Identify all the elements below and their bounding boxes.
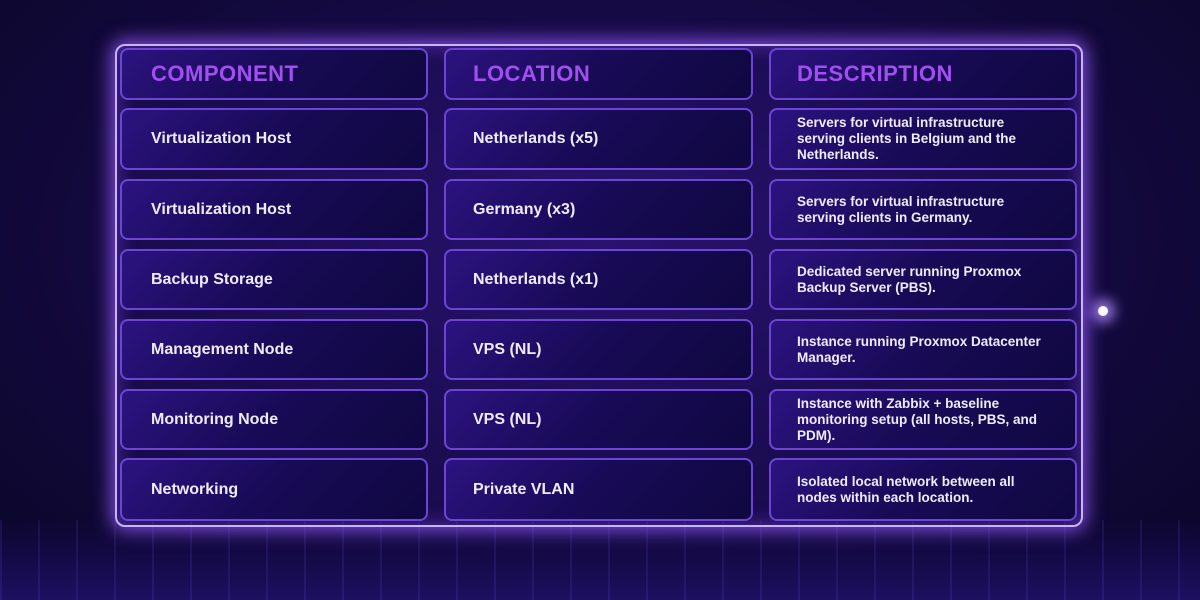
circuit-floor-decoration [0, 520, 1200, 600]
table-cell-location: Germany (x3) [444, 179, 753, 240]
table-cell-location: VPS (NL) [444, 389, 753, 450]
table-cell-description: Instance with Zabbix + baseline monitori… [769, 389, 1077, 450]
table-cell-description: Instance running Proxmox Datacenter Mana… [769, 319, 1077, 380]
header-component: COMPONENT [120, 48, 428, 100]
table-cell-component: Virtualization Host [120, 108, 428, 170]
table-cell-description: Dedicated server running Proxmox Backup … [769, 249, 1077, 310]
table-cell-description: Isolated local network between all nodes… [769, 458, 1077, 521]
header-location: LOCATION [444, 48, 753, 100]
table-cell-location: Private VLAN [444, 458, 753, 521]
table-cell-location: VPS (NL) [444, 319, 753, 380]
table-cell-description: Servers for virtual infrastructure servi… [769, 179, 1077, 240]
table-cell-location: Netherlands (x5) [444, 108, 753, 170]
table-cell-description: Servers for virtual infrastructure servi… [769, 108, 1077, 170]
light-flare-decoration [1098, 306, 1108, 316]
table-cell-component: Monitoring Node [120, 389, 428, 450]
table-cell-component: Networking [120, 458, 428, 521]
table-cell-component: Virtualization Host [120, 179, 428, 240]
header-description: DESCRIPTION [769, 48, 1077, 100]
table-cell-component: Backup Storage [120, 249, 428, 310]
table-cell-component: Management Node [120, 319, 428, 380]
table-cell-location: Netherlands (x1) [444, 249, 753, 310]
